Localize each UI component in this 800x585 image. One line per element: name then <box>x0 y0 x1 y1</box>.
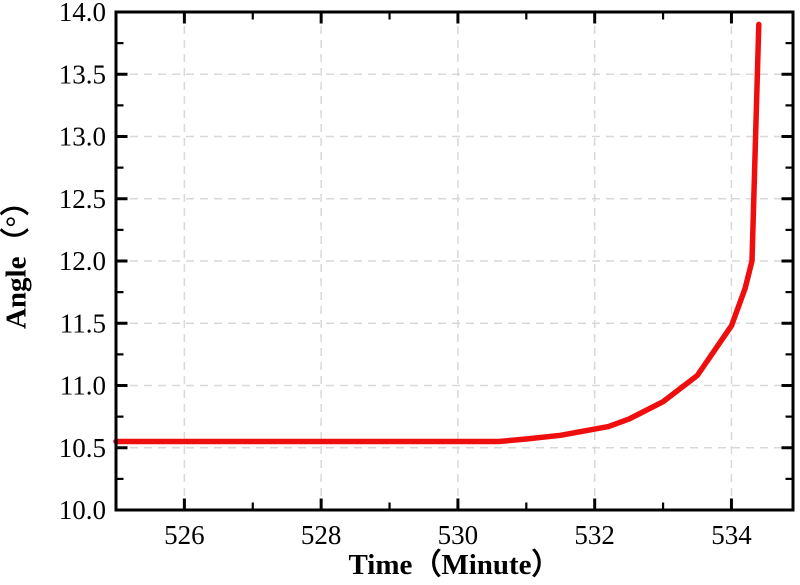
y-tick-label: 10.0 <box>59 495 106 525</box>
y-axis-title: Angle（°） <box>0 186 33 330</box>
y-tick-label: 13.0 <box>59 122 106 152</box>
axis-frame <box>114 10 795 512</box>
x-tick-label: 534 <box>711 520 752 550</box>
x-tick-label: 526 <box>164 520 205 550</box>
data-line-angle <box>113 21 762 445</box>
y-tick-label: 10.5 <box>59 433 106 463</box>
x-tick-label: 530 <box>438 520 479 550</box>
y-tick-label: 12.5 <box>59 184 106 214</box>
x-tick-label: 532 <box>574 520 615 550</box>
y-tick-label: 12.0 <box>59 246 106 276</box>
y-tick-label: 11.5 <box>60 308 106 338</box>
x-tick-label: 528 <box>301 520 342 550</box>
x-axis-title: Time（Minute） <box>348 549 561 581</box>
y-tick-label: 11.0 <box>60 371 106 401</box>
y-tick-label: 14.0 <box>59 0 106 27</box>
y-tick-label: 13.5 <box>59 59 106 89</box>
